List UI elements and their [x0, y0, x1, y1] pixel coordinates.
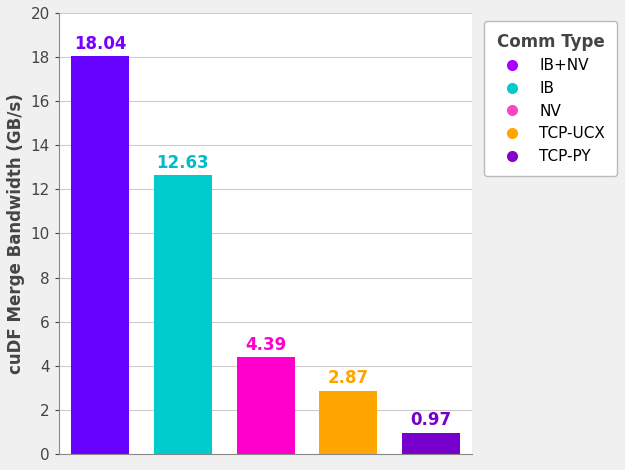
Y-axis label: cuDF Merge Bandwidth (GB/s): cuDF Merge Bandwidth (GB/s)	[7, 93, 25, 374]
Text: 12.63: 12.63	[157, 154, 209, 172]
Bar	[237, 357, 294, 454]
Bar	[402, 433, 460, 454]
Text: 0.97: 0.97	[411, 411, 452, 430]
Bar	[154, 175, 212, 454]
Text: 18.04: 18.04	[74, 35, 126, 53]
Text: 4.39: 4.39	[245, 336, 286, 354]
Bar	[319, 391, 378, 454]
Legend: IB+NV, IB, NV, TCP-UCX, TCP-PY: IB+NV, IB, NV, TCP-UCX, TCP-PY	[484, 21, 618, 176]
Text: 2.87: 2.87	[328, 369, 369, 387]
Bar	[71, 56, 129, 454]
